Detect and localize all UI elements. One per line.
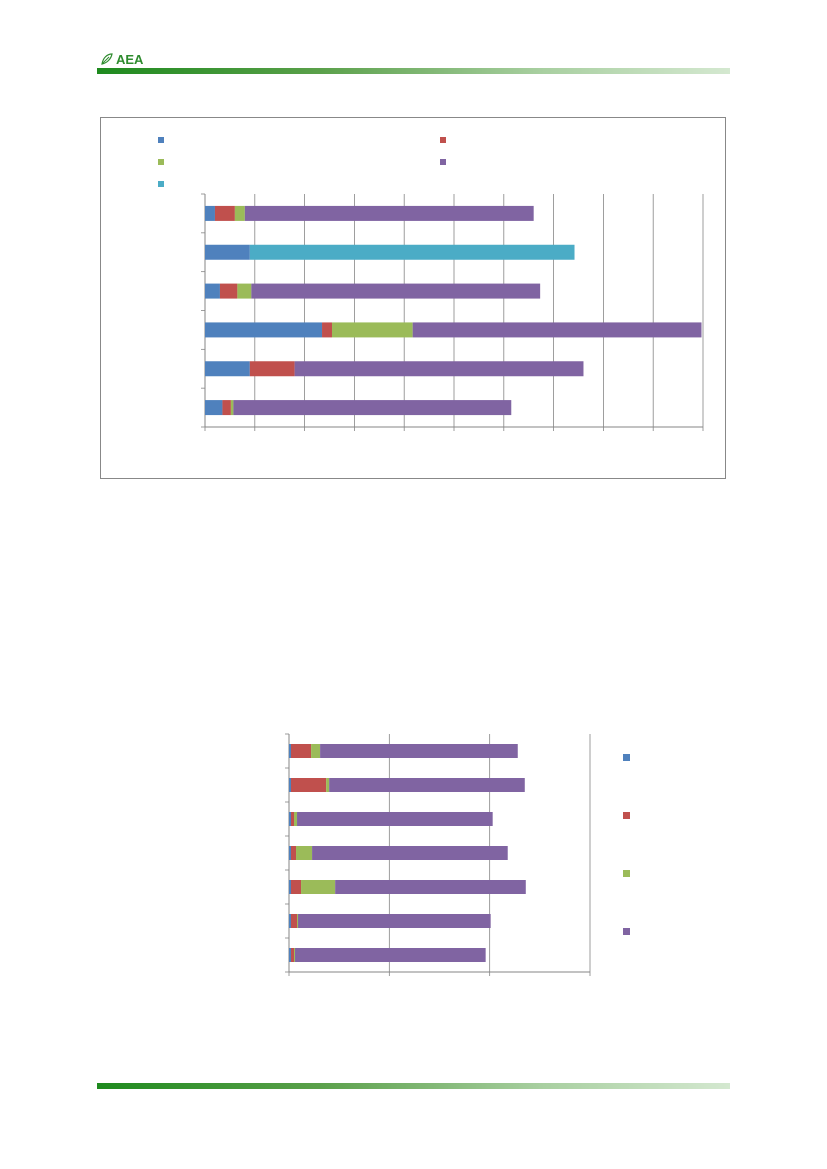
logo-text: AEA [116, 51, 144, 67]
bar-segment-c2-s1-r1 [289, 744, 292, 758]
bar-segment-c1-s2-r4 [322, 322, 332, 338]
legend-marker-c2-s2 [623, 812, 630, 819]
bar-segment-c1-s4-r1 [244, 205, 534, 221]
bar-segment-c2-s1-r4 [289, 846, 292, 860]
aea-logo: AEA [100, 48, 143, 70]
bar-segment-c1-s1-r6 [205, 400, 223, 416]
bar-segment-c1-s2-r5 [249, 361, 295, 377]
bar-segment-c1-s4-r6 [233, 400, 512, 416]
bar-segment-c1-s3-r1 [234, 205, 245, 221]
bar-segment-c1-s1-r3 [205, 283, 220, 299]
legend-marker-c1-s1 [158, 137, 164, 143]
bar-segment-c1-s3-r4 [331, 322, 413, 338]
bar-segment-c1-s2-r6 [222, 400, 231, 416]
legend-marker-c2-s4 [623, 928, 630, 935]
bar-segment-c2-s4-r5 [335, 880, 526, 894]
bar-segment-c2-s1-r2 [289, 778, 292, 792]
bar-segment-c2-s2-r5 [291, 880, 302, 894]
bar-segment-c2-s4-r3 [297, 812, 493, 826]
bar-segment-c2-s3-r7 [294, 948, 296, 962]
legend-marker-c2-s3 [623, 870, 630, 877]
bar-segment-c2-s4-r7 [295, 948, 486, 962]
legend-marker-c2-s1 [623, 754, 630, 761]
bar-segment-c1-s2-r1 [214, 205, 235, 221]
bar-segment-c1-s4-r4 [412, 322, 702, 338]
bar-segment-c2-s4-r2 [329, 778, 525, 792]
bar-segment-c1-s3-r6 [230, 400, 234, 416]
chart-1-frame [100, 117, 726, 479]
bar-segment-c1-s1-r1 [205, 205, 215, 221]
bar-segment-c1-s2-r3 [219, 283, 238, 299]
bar-segment-c2-s3-r5 [301, 880, 336, 894]
bar-segment-c1-s3-r3 [237, 283, 252, 299]
bar-segment-c2-s2-r3 [291, 812, 295, 826]
bar-segment-c2-s4-r4 [312, 846, 508, 860]
bar-segment-c1-s1-r5 [205, 361, 250, 377]
bar-segment-c2-s3-r4 [296, 846, 313, 860]
header-rule [97, 68, 730, 74]
leaf-icon [101, 53, 113, 65]
legend-marker-c1-s2 [440, 137, 446, 143]
bar-segment-c2-s3-r1 [311, 744, 321, 758]
bar-segment-c2-s3-r6 [297, 914, 299, 928]
bar-segment-c2-s1-r7 [289, 948, 292, 962]
bar-segment-c1-s1-r4 [205, 322, 323, 338]
bar-segment-c2-s4-r6 [298, 914, 491, 928]
bar-segment-c2-s2-r6 [291, 914, 298, 928]
bar-segment-c2-s3-r3 [294, 812, 298, 826]
bar-segment-c1-s5-r2 [249, 244, 575, 260]
bar-segment-c2-s1-r6 [289, 914, 292, 928]
bar-segment-c2-s3-r2 [326, 778, 330, 792]
bar-segment-c1-s4-r3 [251, 283, 541, 299]
legend-marker-c1-s3 [158, 159, 164, 165]
bar-segment-c2-s2-r1 [291, 744, 312, 758]
bar-segment-c1-s1-r2 [205, 244, 250, 260]
bar-segment-c2-s1-r5 [289, 880, 292, 894]
legend-marker-c1-s4 [440, 159, 446, 165]
bar-segment-c2-s2-r2 [291, 778, 327, 792]
bar-segment-c2-s2-r7 [291, 948, 295, 962]
footer-rule [97, 1083, 730, 1089]
bar-segment-c2-s1-r3 [289, 812, 292, 826]
bar-segment-c1-s4-r5 [294, 361, 584, 377]
bar-segment-c2-s2-r4 [291, 846, 297, 860]
legend-marker-c1-s5 [158, 181, 164, 187]
bar-segment-c2-s4-r1 [320, 744, 518, 758]
